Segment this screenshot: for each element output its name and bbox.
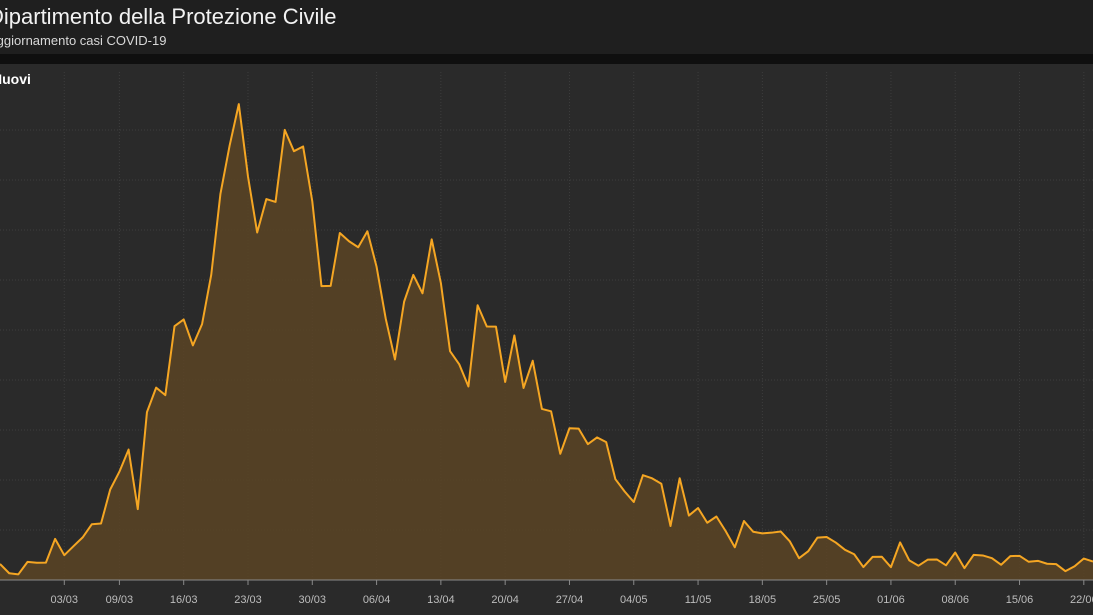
x-axis-ticks: 03/03 09/03 16/03 23/03 30/03 06/04 13/04 20/04…	[0, 579, 1093, 606]
panel-title: Nuovi	[0, 71, 31, 87]
series-line	[0, 103, 1093, 576]
series-area	[0, 104, 1093, 581]
app-subtitle: Aggiornamento casi COVID-19	[0, 33, 167, 48]
x-tick-label: 08/06	[941, 594, 969, 606]
x-tick-label: 04/05	[620, 594, 648, 606]
x-tick-label: 30/03	[299, 594, 327, 606]
x-tick-label: 25/05	[813, 594, 841, 606]
x-tick-label: 06/04	[363, 594, 391, 606]
x-tick-label: 01/06	[877, 594, 905, 606]
x-tick-label: 11/05	[685, 594, 712, 606]
line-layer	[0, 103, 1093, 576]
app-header: Dipartimento della Protezione Civile Agg…	[0, 0, 1093, 54]
chart-panel: Nuovi 03/03 09/03 16/03 23/03 30/03 06/04 13/0…	[0, 64, 1093, 615]
new-cases-chart: 03/03 09/03 16/03 23/03 30/03 06/04 13/04 20/04…	[0, 72, 1093, 606]
area-layer	[0, 104, 1093, 581]
x-tick-label: 18/05	[749, 594, 777, 606]
x-tick-label: 16/03	[170, 594, 198, 606]
x-tick-label: 03/03	[51, 594, 79, 606]
x-tick-label: 22/06	[1070, 594, 1093, 606]
header-divider	[0, 54, 1093, 64]
x-tick-label: 23/03	[234, 594, 262, 606]
app-title: Dipartimento della Protezione Civile	[0, 4, 337, 29]
x-tick-label: 09/03	[106, 594, 134, 606]
x-tick-label: 20/04	[491, 594, 519, 606]
x-tick-label: 27/04	[556, 594, 584, 606]
x-tick-label: 15/06	[1006, 594, 1034, 606]
x-tick-label: 13/04	[427, 594, 455, 606]
